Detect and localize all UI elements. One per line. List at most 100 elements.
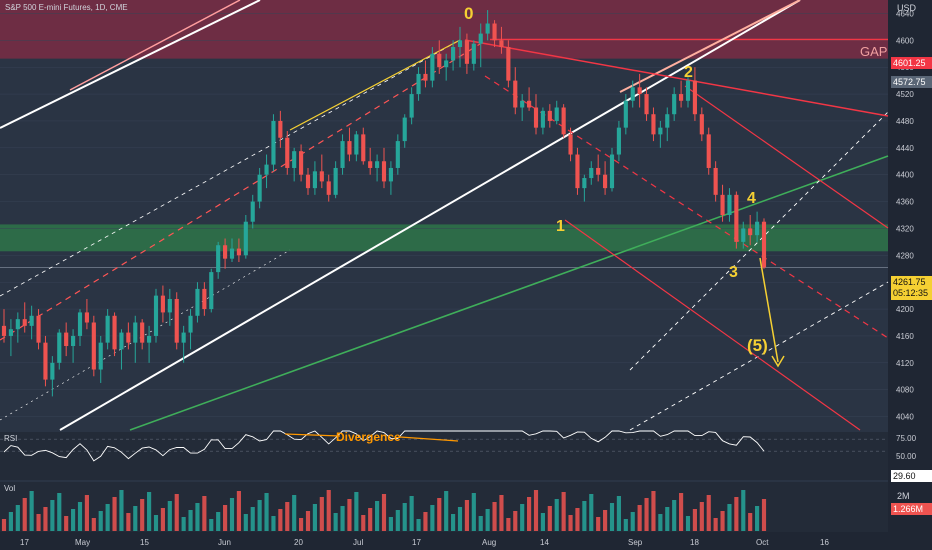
candle-body: [623, 100, 628, 128]
candle-body: [299, 151, 304, 175]
candle-body: [209, 272, 214, 310]
volume-bar: [167, 501, 172, 531]
candle-body: [761, 221, 767, 268]
channel-pink-1: [69, 0, 241, 91]
volume-bar: [520, 504, 525, 531]
volume-bar: [402, 503, 407, 531]
volume-bar: [98, 511, 103, 531]
candle-body: [381, 161, 387, 182]
wave-label-3: 3: [729, 264, 738, 281]
volume-bar: [437, 498, 442, 531]
volume-bar: [727, 504, 732, 531]
volume-bar: [381, 494, 387, 531]
time-tick-label: 14: [540, 538, 549, 547]
volume-bar: [630, 512, 635, 531]
channel-dash-white-2: [629, 281, 889, 431]
projection-arrow: [759, 257, 779, 363]
candle-body: [216, 245, 221, 273]
price-tick-label: 4080: [896, 386, 914, 395]
volume-bar: [499, 495, 504, 531]
candle-body: [430, 53, 435, 81]
price-tick-label: 4320: [896, 224, 914, 233]
volume-bar: [423, 512, 428, 531]
rsi-label: RSI: [4, 434, 18, 443]
candle-body: [105, 315, 110, 343]
volume-bar: [36, 514, 41, 531]
wave-label-5: (5): [747, 336, 768, 355]
volume-bar: [312, 504, 317, 531]
volume-bar: [305, 511, 311, 531]
volume-bar: [368, 508, 373, 531]
price-tick-label: 4600: [896, 36, 914, 45]
candle-body: [361, 134, 366, 162]
volume-bar: [43, 507, 48, 531]
candle-body: [312, 171, 317, 189]
volume-bar: [416, 519, 421, 531]
channel-dot-white: [0, 249, 291, 421]
volume-bar: [299, 518, 304, 531]
candle-body: [188, 315, 193, 333]
candle-body: [603, 174, 608, 189]
candle-body: [748, 228, 753, 236]
trendline-green: [129, 155, 889, 431]
volume-bar: [77, 502, 83, 531]
candle-body: [15, 319, 20, 330]
candle-body: [285, 137, 290, 168]
gap-zone: [0, 0, 888, 59]
candle-body: [167, 298, 172, 313]
candle-body: [568, 134, 573, 155]
candle-body: [540, 110, 545, 128]
candle-body: [520, 100, 525, 108]
volume-bar: [596, 517, 601, 531]
candle-body: [409, 94, 414, 118]
price-tick-label: 4480: [896, 117, 914, 126]
volume-bar: [1, 519, 7, 531]
candle-body: [713, 167, 718, 195]
candle-body: [305, 174, 311, 189]
rsi-tick-label: 50.00: [896, 452, 917, 461]
price-tick-label: 4640: [896, 9, 914, 18]
vol-tick: 2M: [897, 491, 910, 501]
volume-bar: [202, 496, 207, 531]
gap-price-tag: 4601.25: [891, 57, 932, 69]
candle-body: [665, 114, 670, 128]
volume-bar: [506, 518, 511, 531]
vol-label: Vol: [4, 484, 16, 493]
candle-body: [140, 322, 145, 343]
volume-bar: [699, 502, 704, 531]
time-tick-label: Aug: [482, 538, 496, 547]
candle-body: [243, 221, 248, 256]
candle-body: [451, 47, 456, 61]
volume-bar: [575, 508, 580, 531]
candle-body: [485, 23, 490, 34]
volume-bar: [126, 513, 131, 531]
volume-bar: [223, 505, 228, 531]
candle-body: [8, 329, 13, 336]
volume-bar: [582, 501, 587, 531]
candle-body: [547, 110, 552, 121]
price-tick-label: 4120: [896, 359, 914, 368]
candle-body: [181, 332, 186, 343]
candle-body: [692, 80, 697, 115]
volume-bar: [623, 519, 628, 531]
candle-body: [326, 181, 331, 195]
candle-body: [457, 40, 463, 48]
volume-bar: [561, 492, 566, 531]
volume-bar: [706, 495, 711, 531]
candle-body: [119, 332, 124, 350]
candle-body: [575, 154, 580, 189]
candle-body: [236, 248, 241, 256]
channel-pink-2: [619, 0, 801, 93]
candle-body: [22, 319, 27, 326]
volume-bar: [720, 511, 725, 531]
candle-body: [202, 288, 207, 310]
candle-body: [43, 342, 48, 380]
candle-body: [195, 288, 200, 316]
gap-label: GAP: [860, 44, 888, 59]
price-tick-label: 4280: [896, 251, 914, 260]
candle-body: [699, 114, 704, 135]
volume-bar: [540, 513, 545, 531]
volume-bar: [264, 493, 269, 531]
